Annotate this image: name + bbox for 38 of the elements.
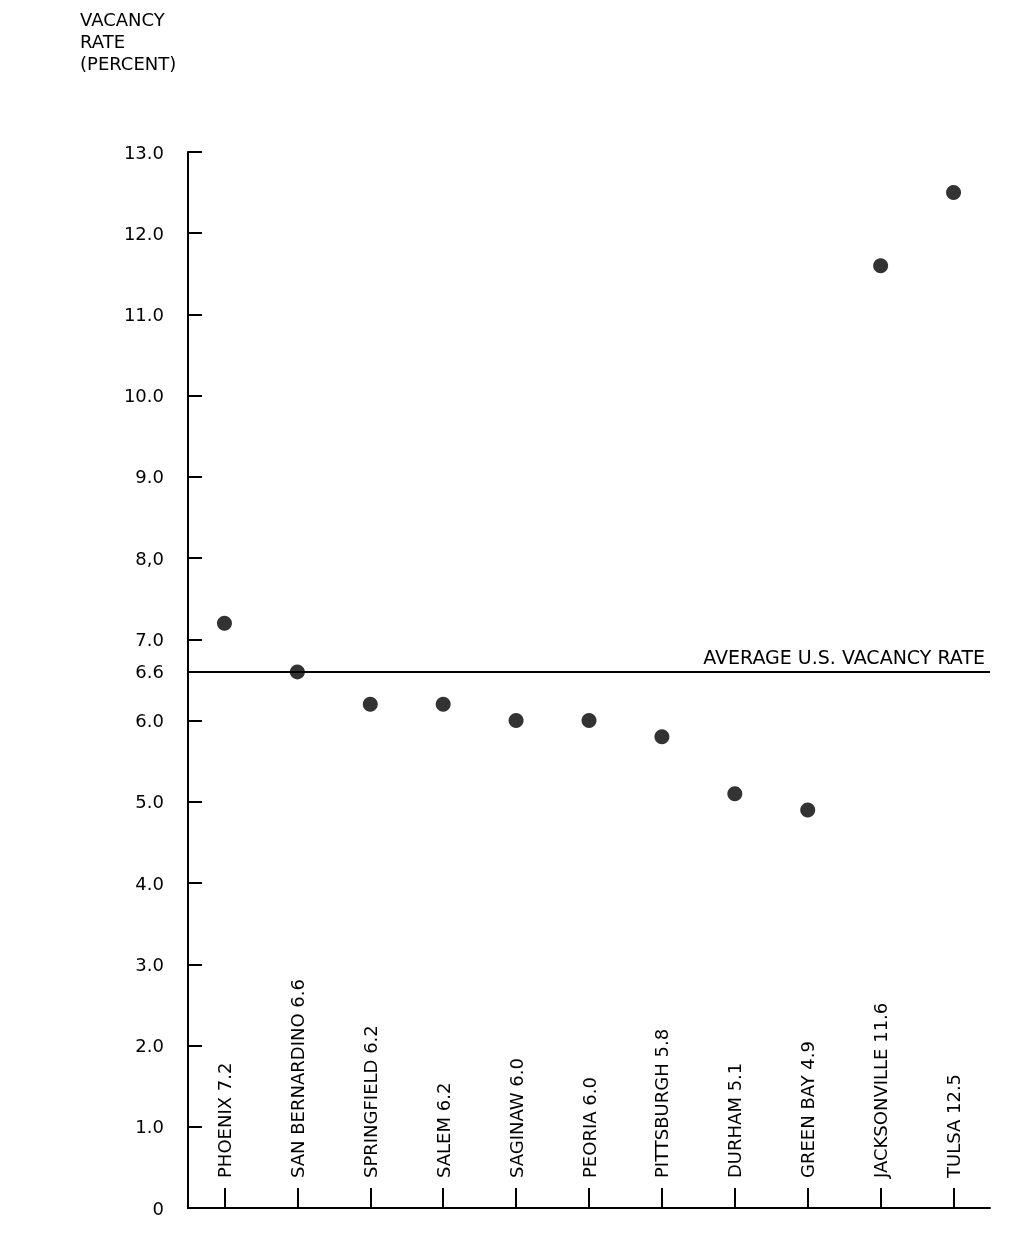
y-tick-label: 6.6 [135, 661, 164, 683]
y-tick-label: 1.0 [135, 1116, 164, 1138]
x-tick-label: PHOENIX 7.2 [213, 1062, 235, 1178]
y-tick-label: 4.0 [135, 872, 164, 894]
y-tick-label: 0 [152, 1197, 164, 1219]
x-tick-label: PITTSBURGH 5.8 [651, 1028, 673, 1178]
y-tick-label: 8,0 [135, 547, 164, 569]
x-tick-label: SAN BERNARDINO 6.6 [286, 979, 308, 1178]
y-tick-label: 6.0 [135, 710, 164, 732]
y-axis-title: VACANCY RATE (PERCENT) [80, 8, 177, 74]
y-tick-label: 5.0 [135, 791, 164, 813]
point [581, 713, 597, 729]
x-tick-label: JACKSONVILLE 11.6 [870, 1002, 892, 1179]
point [508, 713, 524, 729]
ref-line-label: AVERAGE U.S. VACANCY RATE [703, 646, 985, 669]
point [435, 696, 451, 712]
y-tick-label: 13.0 [123, 141, 164, 163]
point [727, 786, 743, 802]
point [216, 615, 232, 631]
point [873, 258, 889, 274]
x-tick-label: DURHAM 5.1 [724, 1062, 746, 1178]
x-tick-label: SAGINAW 6.0 [505, 1058, 527, 1178]
y-tick-label: 2.0 [135, 1035, 164, 1057]
x-tick-label: PEORIA 6.0 [578, 1077, 600, 1178]
x-tick-label: GREEN BAY 4.9 [797, 1041, 819, 1178]
x-tick-label: SPRINGFIELD 6.2 [359, 1025, 381, 1178]
point [362, 696, 378, 712]
y-tick-label: 3.0 [135, 953, 164, 975]
point [654, 729, 670, 745]
x-tick-label: TULSA 12.5 [943, 1073, 965, 1179]
point [946, 185, 962, 201]
x-tick-label: SALEM 6.2 [432, 1082, 454, 1178]
point [800, 802, 816, 818]
y-tick-label: 12.0 [123, 222, 164, 244]
y-tick-label: 10.0 [123, 385, 164, 407]
y-tick-label: 9.0 [135, 466, 164, 488]
y-tick-label: 7.0 [135, 628, 164, 650]
y-tick-label: 11.0 [123, 303, 164, 325]
